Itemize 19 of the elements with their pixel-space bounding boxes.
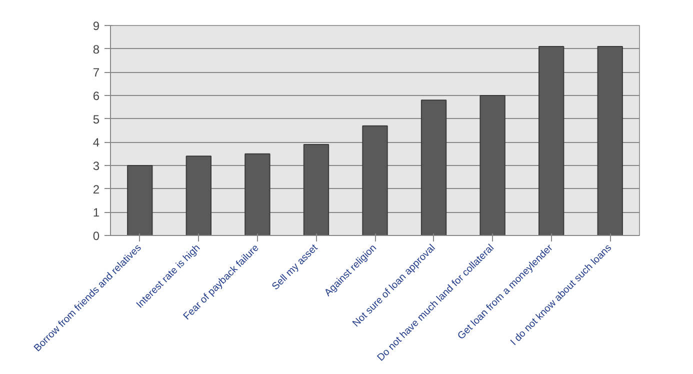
y-tick-label: 6 [92, 89, 100, 103]
bar [420, 100, 447, 236]
y-tick-label: 9 [92, 19, 100, 33]
y-tick-label: 2 [92, 182, 100, 196]
bar [362, 125, 388, 236]
bar [538, 46, 564, 236]
y-tick-label: 7 [92, 66, 100, 80]
y-tick-label: 4 [92, 136, 100, 150]
y-tick-label: 3 [92, 159, 100, 173]
y-tick-label: 5 [92, 112, 100, 126]
bar [127, 165, 153, 236]
bar [597, 46, 623, 236]
y-tick-label: 8 [92, 42, 100, 56]
y-tick-label: 1 [92, 206, 100, 220]
bar [480, 95, 506, 236]
bar [303, 144, 330, 236]
bar [244, 153, 270, 236]
bar [186, 156, 212, 236]
y-tick-label: 0 [92, 229, 100, 243]
